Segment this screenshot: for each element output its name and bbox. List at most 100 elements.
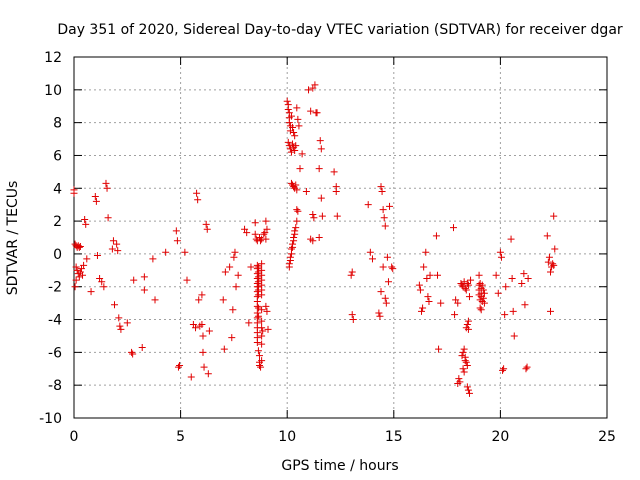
data-point [258,317,266,325]
data-point [82,220,90,228]
data-point [257,363,265,371]
data-point [230,253,238,261]
data-point [76,243,84,251]
data-point [349,316,357,324]
data-point [100,283,108,291]
y-tick-label: -10 [39,411,62,427]
data-point [70,189,78,197]
data-point [348,268,356,276]
data-point [333,212,341,220]
data-point [463,320,471,328]
data-point [253,302,261,310]
data-point [434,271,442,279]
data-point [378,188,386,196]
chart-title: Day 351 of 2020, Sidereal Day-to-day VTE… [57,22,623,38]
data-point [502,283,510,291]
y-tick-label: -2 [48,280,62,296]
x-tick-label: 20 [491,429,509,445]
data-point [464,386,472,394]
data-point [456,378,464,386]
data-point [459,348,467,356]
data-point [460,368,468,376]
data-point [521,301,529,309]
data-point [416,286,424,294]
data-point [290,128,298,136]
data-point [199,332,207,340]
data-point [262,235,270,243]
data-point [375,309,383,317]
data-point [128,348,136,356]
data-point [87,288,95,296]
data-point [258,332,266,340]
data-point [73,266,81,274]
data-point [295,122,303,130]
data-point [285,260,293,268]
data-point [231,248,239,256]
data-point [547,307,555,315]
data-point [293,217,301,225]
data-point [258,291,266,299]
data-point [544,258,552,266]
data-point [315,234,323,241]
data-point [198,320,206,328]
data-point [129,350,137,358]
data-point [418,307,426,315]
data-point [219,296,227,304]
x-tick-label: 10 [278,429,296,445]
data-point [72,276,80,284]
data-point [226,263,234,271]
data-point [463,361,471,369]
data-point [291,132,299,140]
data-point [123,319,131,327]
data-point [283,97,291,105]
data-point [291,227,299,235]
data-point [254,304,262,312]
data-point [284,138,292,146]
data-point [162,248,170,256]
data-point [284,106,292,114]
data-point [550,212,558,220]
data-point [232,283,240,291]
y-tick-label: 8 [53,116,62,132]
data-point [79,271,87,279]
y-tick-label: 2 [53,214,62,230]
data-point [292,224,300,232]
data-point [475,271,483,279]
data-point [422,248,430,256]
data-point [464,281,472,289]
data-point [382,299,390,307]
data-point [463,279,471,287]
data-point [289,124,297,132]
data-point [520,270,528,278]
data-point [551,245,559,253]
data-point [258,324,266,332]
data-point [454,299,462,307]
data-point [203,225,211,233]
x-tick-label: 25 [598,429,616,445]
data-point [292,142,300,150]
data-point [174,363,182,371]
data-point [257,237,265,245]
data-point [254,347,262,355]
data-point [508,275,516,283]
data-point [286,145,294,153]
x-tick-label: 15 [385,429,403,445]
axis-ticks: 0 5 10 15 20 25 -10 -8 -6 -4 -2 0 2 4 6 8 10 12 [39,50,616,445]
data-point [181,248,189,256]
data-point [461,357,469,365]
data-point [459,365,467,373]
data-point [289,140,297,148]
data-point [75,273,83,281]
data-point [234,271,242,279]
data-point [501,311,509,319]
data-point [383,253,391,261]
data-point [455,375,463,383]
data-point [310,214,318,222]
data-point [255,361,263,369]
data-point [524,275,532,283]
data-point [317,145,325,153]
data-point [462,286,470,294]
data-point [380,214,388,222]
data-point [296,165,304,173]
